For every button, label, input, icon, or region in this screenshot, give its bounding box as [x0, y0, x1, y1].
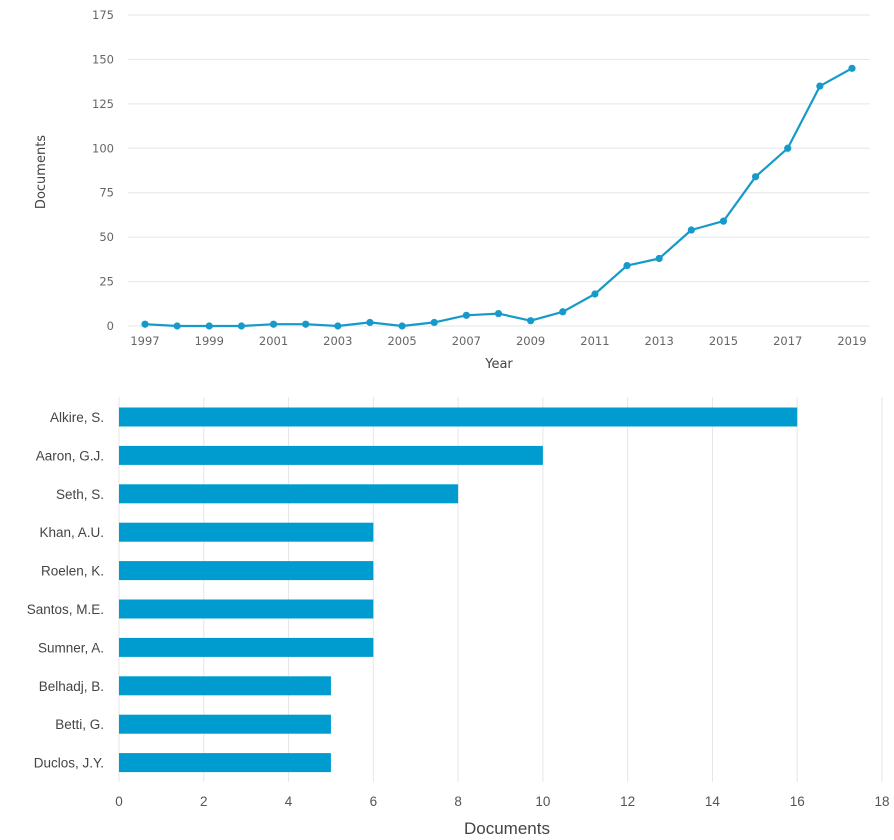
line-data-point	[206, 322, 213, 329]
line-data-point	[559, 308, 566, 315]
line-y-tick-label: 50	[99, 230, 114, 244]
line-data-point	[141, 321, 148, 328]
bar-x-tick-label: 6	[370, 794, 378, 809]
bar-x-tick-label: 18	[874, 794, 889, 809]
author-label: Betti, G.	[55, 717, 104, 732]
line-x-tick-label: 2005	[387, 334, 416, 348]
author-label: Sumner, A.	[38, 640, 104, 655]
line-y-tick-label: 175	[92, 8, 114, 22]
author-bar	[119, 638, 373, 657]
line-x-tick-label: 2001	[259, 334, 288, 348]
bar-x-tick-label: 4	[285, 794, 293, 809]
author-bar	[119, 676, 331, 695]
bar-chart-x-tick-labels: 0 2 4 6 8 10 12 14 16 18	[115, 794, 889, 809]
author-bar	[119, 484, 458, 503]
line-x-tick-label: 2003	[323, 334, 352, 348]
line-y-tick-label: 75	[99, 186, 114, 200]
line-y-tick-label: 25	[99, 275, 114, 289]
documents-per-year-line-chart: 0 25 50 75 100 125 150 175 1997 1999 2001 2003 2005…	[34, 8, 870, 372]
author-label: Aaron, G.J.	[36, 448, 104, 463]
bar-x-tick-label: 0	[115, 794, 123, 809]
line-data-point	[720, 218, 727, 225]
author-bar	[119, 715, 331, 734]
line-data-point	[270, 321, 277, 328]
bar-x-tick-label: 14	[705, 794, 721, 809]
line-x-tick-label: 1999	[195, 334, 224, 348]
documents-series-points	[141, 65, 855, 330]
line-data-point	[302, 321, 309, 328]
author-label: Roelen, K.	[41, 564, 104, 579]
bar-x-tick-label: 16	[790, 794, 805, 809]
line-x-tick-label: 2007	[452, 334, 481, 348]
line-chart-y-tick-labels: 0 25 50 75 100 125 150 175	[92, 8, 114, 333]
bar-x-tick-label: 2	[200, 794, 208, 809]
line-data-point	[238, 322, 245, 329]
line-data-point	[174, 322, 181, 329]
line-x-tick-label: 2015	[709, 334, 738, 348]
author-bar	[119, 446, 543, 465]
author-bar	[119, 561, 373, 580]
line-y-tick-label: 0	[107, 319, 114, 333]
line-x-tick-label: 2009	[516, 334, 545, 348]
line-data-point	[848, 65, 855, 72]
line-data-point	[334, 322, 341, 329]
line-data-point	[623, 262, 630, 269]
line-x-tick-label: 2019	[837, 334, 866, 348]
line-data-point	[784, 145, 791, 152]
line-data-point	[463, 312, 470, 319]
author-label: Seth, S.	[56, 487, 104, 502]
line-y-tick-label: 125	[92, 97, 114, 111]
line-data-point	[591, 290, 598, 297]
line-chart-y-axis-title: Documents	[34, 135, 49, 209]
author-label: Duclos, J.Y.	[34, 756, 104, 771]
author-label: Santos, M.E.	[27, 602, 104, 617]
bar-chart-x-axis-title: Documents	[464, 819, 550, 838]
line-x-tick-label: 1997	[130, 334, 159, 348]
author-bar	[119, 600, 373, 619]
line-data-point	[398, 322, 405, 329]
line-data-point	[688, 226, 695, 233]
author-bar	[119, 408, 797, 427]
line-data-point	[431, 319, 438, 326]
bar-x-tick-label: 10	[535, 794, 550, 809]
line-chart-x-axis-title: Year	[484, 357, 513, 372]
line-data-point	[495, 310, 502, 317]
bar-x-tick-label: 8	[454, 794, 462, 809]
line-y-tick-label: 150	[92, 52, 114, 66]
line-data-point	[752, 173, 759, 180]
line-data-point	[816, 82, 823, 89]
bar-x-tick-label: 12	[620, 794, 635, 809]
documents-by-author-bar-chart: Alkire, S. Aaron, G.J. Seth, S. Khan, A.U. R…	[27, 397, 890, 838]
line-data-point	[656, 255, 663, 262]
author-bar	[119, 523, 373, 542]
line-y-tick-label: 100	[92, 141, 114, 155]
line-x-tick-label: 2017	[773, 334, 802, 348]
author-label: Belhadj, B.	[39, 679, 104, 694]
line-x-tick-label: 2013	[645, 334, 674, 348]
line-data-point	[527, 317, 534, 324]
bar-chart-author-labels: Alkire, S. Aaron, G.J. Seth, S. Khan, A.U. R…	[27, 410, 104, 771]
line-chart-x-tick-labels: 1997 1999 2001 2003 2005 2007 2009 2011 2013 2015…	[130, 334, 866, 348]
documents-series-line	[145, 68, 852, 326]
line-x-tick-label: 2011	[580, 334, 609, 348]
line-data-point	[366, 319, 373, 326]
line-chart-gridlines	[128, 15, 870, 326]
author-label: Khan, A.U.	[39, 525, 104, 540]
author-bar	[119, 753, 331, 772]
author-label: Alkire, S.	[50, 410, 104, 425]
